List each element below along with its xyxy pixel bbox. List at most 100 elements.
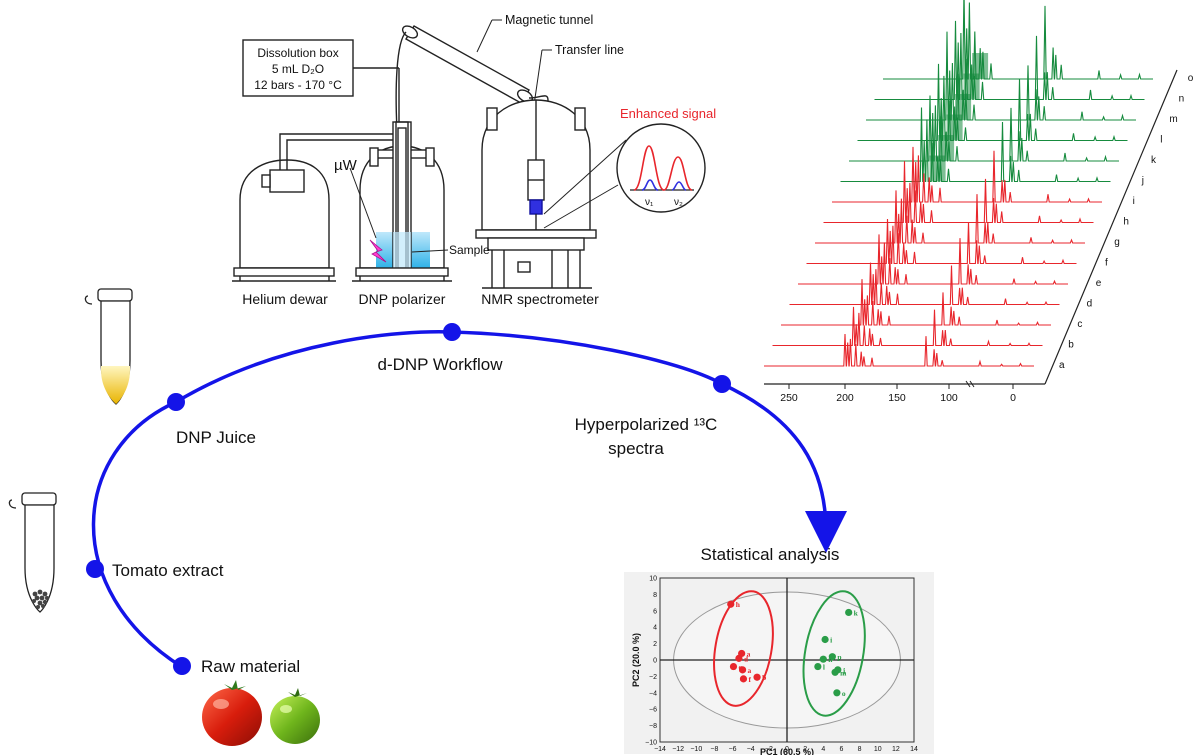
- pca-x-tick-label: 4: [821, 746, 825, 753]
- enhanced-signal-label: Enhanced signal: [620, 106, 716, 121]
- pca-point: [739, 675, 748, 683]
- spectrum-trace: [798, 234, 1068, 285]
- helium-dewar: [232, 133, 397, 282]
- dissolution-box-line-1: Dissolution box: [257, 46, 338, 60]
- pca-point-label: f: [748, 675, 751, 684]
- microwave-label: µW: [334, 157, 358, 174]
- spectra-stack: [764, 0, 1153, 367]
- spectrum-peak-cluster: [963, 73, 980, 100]
- dnp-polarizer: [352, 121, 452, 282]
- dnp-polarizer-label: DNP polarizer: [359, 291, 446, 307]
- step-spectra: spectra: [608, 439, 664, 458]
- pca-point: [845, 608, 853, 617]
- extract-tube-icon: [8, 492, 57, 613]
- red-group-ellipse: [713, 590, 774, 707]
- pca-y-tick-label: −8: [649, 723, 657, 730]
- spectra-x-ticks: 250 200 150 100 0: [780, 380, 1016, 404]
- sample-label: Sample: [449, 243, 490, 257]
- step-tomato-extract: Tomato extract: [112, 561, 224, 580]
- spectrum-letter-label: o: [1188, 73, 1194, 84]
- green-tomato-icon: [270, 688, 320, 744]
- pca-point: [814, 662, 822, 671]
- spectrum-letter-label: n: [1179, 94, 1185, 105]
- spectrum-letter-label: f: [1105, 258, 1108, 269]
- dissolution-box-line-3: 12 bars - 170 °C: [254, 78, 342, 92]
- pca-x-tick-label: 10: [874, 746, 882, 753]
- spectrum-peak-cluster: [972, 53, 989, 79]
- spectrum-letter-label: i: [1133, 196, 1135, 207]
- pca-point: [727, 600, 735, 608]
- spectra-x-tick-label: 250: [780, 392, 798, 404]
- magnetic-tunnel: [395, 25, 549, 131]
- spectra-x-tick-label: 100: [940, 392, 958, 404]
- spectrum-trace: [857, 63, 1128, 142]
- spectrum-peak-cluster: [946, 114, 963, 141]
- pca-point-label: k: [854, 608, 859, 617]
- pca-point-label: b: [762, 673, 766, 682]
- spectrum-letter-label: k: [1151, 155, 1157, 166]
- dissolution-box-line-2: 5 mL D₂O: [272, 62, 324, 76]
- dnp-apparatus: [232, 19, 706, 289]
- pca-point: [819, 655, 827, 663]
- pca-x-tick-label: 2: [803, 746, 807, 753]
- spectrum-trace: [832, 146, 1102, 203]
- workflow-arc: [86, 323, 847, 675]
- spectrum-trace: [874, 20, 1145, 101]
- spectrum-trace: [883, 0, 1153, 80]
- spectrum-letter-label: c: [1077, 319, 1082, 330]
- pca-x-axis-label: PC1 (60.5 %): [760, 747, 814, 755]
- spectra-axis: [764, 69, 1178, 385]
- enhanced-signal-inset: [543, 123, 706, 229]
- pca-y-tick-label: 0: [653, 658, 657, 665]
- spectrum-letter-label: e: [1096, 278, 1102, 289]
- apparatus-labels: Dissolution box 5 mL D₂O 12 bars - 170 °…: [242, 13, 716, 307]
- pca-point-label: p: [837, 653, 841, 662]
- pca-x-tick-label: −14: [654, 746, 666, 753]
- nmr-spectrometer-label: NMR spectrometer: [481, 291, 599, 307]
- nu2-label: ν₂: [674, 197, 683, 208]
- spectrum-letter-label: m: [1169, 114, 1177, 125]
- juice-tube-icon: [84, 288, 133, 405]
- pca-x-tick-label: −6: [729, 746, 737, 753]
- spectrum-trace: [806, 218, 1077, 265]
- pca-y-tick-label: −2: [649, 674, 657, 681]
- pca-point: [738, 666, 747, 674]
- pca-point-label: a: [748, 666, 752, 675]
- spectrum-letter-label: b: [1068, 340, 1074, 351]
- pca-point: [821, 635, 829, 644]
- nmr-spectrometer: [475, 99, 597, 289]
- pca-point-label: a: [747, 649, 751, 658]
- pca-point: [729, 662, 738, 671]
- pca-point: [831, 668, 839, 676]
- spectra-x-tick-label: 0: [1010, 392, 1016, 404]
- pca-point-label: l: [823, 663, 825, 672]
- pca-x-tick-label: 0: [785, 746, 789, 753]
- pca-x-tick-label: 14: [910, 746, 918, 753]
- nu1-label: ν₁: [645, 197, 654, 208]
- pca-x-tick-label: −8: [710, 746, 718, 753]
- pca-x-tick-label: −12: [672, 746, 684, 753]
- pca-point: [753, 673, 761, 681]
- spectrum-peak-cluster: [929, 155, 946, 182]
- transfer-line-label: Transfer line: [555, 43, 624, 57]
- spectrum-trace: [772, 306, 1043, 347]
- step-node-workflow: [443, 323, 461, 341]
- spectrum-letter-label: l: [1160, 135, 1162, 146]
- spectrum-trace: [866, 31, 1136, 121]
- pca-point-label: h: [736, 600, 741, 609]
- spectrum-trace: [789, 262, 1060, 306]
- pca-x-tick-label: −2: [765, 746, 773, 753]
- step-hyperpolarized: Hyperpolarized ¹³C: [575, 415, 718, 434]
- spectrum-peak-cluster: [938, 135, 955, 161]
- green-group-ellipse: [802, 590, 866, 717]
- pca-point-label: n: [828, 655, 833, 664]
- spectrum-trace: [764, 333, 1034, 367]
- pca-y-tick-label: 8: [653, 592, 657, 599]
- spectrum-trace: [823, 161, 1094, 224]
- step-node-spectra: [713, 375, 731, 393]
- spectrum-letter-label: g: [1114, 237, 1120, 248]
- spectrum-trace: [849, 95, 1119, 162]
